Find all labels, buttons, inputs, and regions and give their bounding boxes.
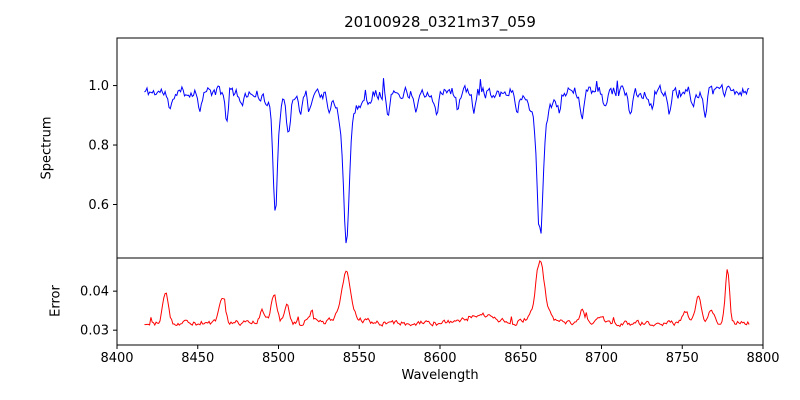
- spectrum-line: [144, 78, 750, 244]
- x-tick-label: 8550: [343, 351, 376, 366]
- y-tick-label: 0.04: [80, 285, 109, 300]
- y-tick-label: 0.8: [88, 139, 109, 154]
- x-tick-label: 8600: [423, 351, 456, 366]
- error-y-axis-label: Error: [48, 285, 64, 317]
- x-tick-label: 8700: [585, 351, 618, 366]
- x-tick-label: 8650: [504, 351, 537, 366]
- x-tick-label: 8500: [262, 351, 295, 366]
- spectrum-y-axis-label: Spectrum: [39, 116, 55, 180]
- spectrum-panel-border: [116, 37, 764, 259]
- x-axis-label: Wavelength: [401, 368, 479, 383]
- x-tick-label: 8450: [181, 351, 214, 366]
- plot-title: 20100928_0321m37_059: [344, 13, 536, 31]
- y-tick-label: 0.03: [80, 324, 109, 339]
- x-tick-label: 8800: [746, 351, 779, 366]
- x-tick-label: 8750: [666, 351, 699, 366]
- y-tick-label: 0.6: [88, 198, 109, 213]
- y-tick-label: 1.0: [88, 79, 109, 94]
- x-tick-label: 8400: [100, 351, 133, 366]
- error-line: [144, 259, 750, 328]
- error-panel-border: [116, 257, 764, 346]
